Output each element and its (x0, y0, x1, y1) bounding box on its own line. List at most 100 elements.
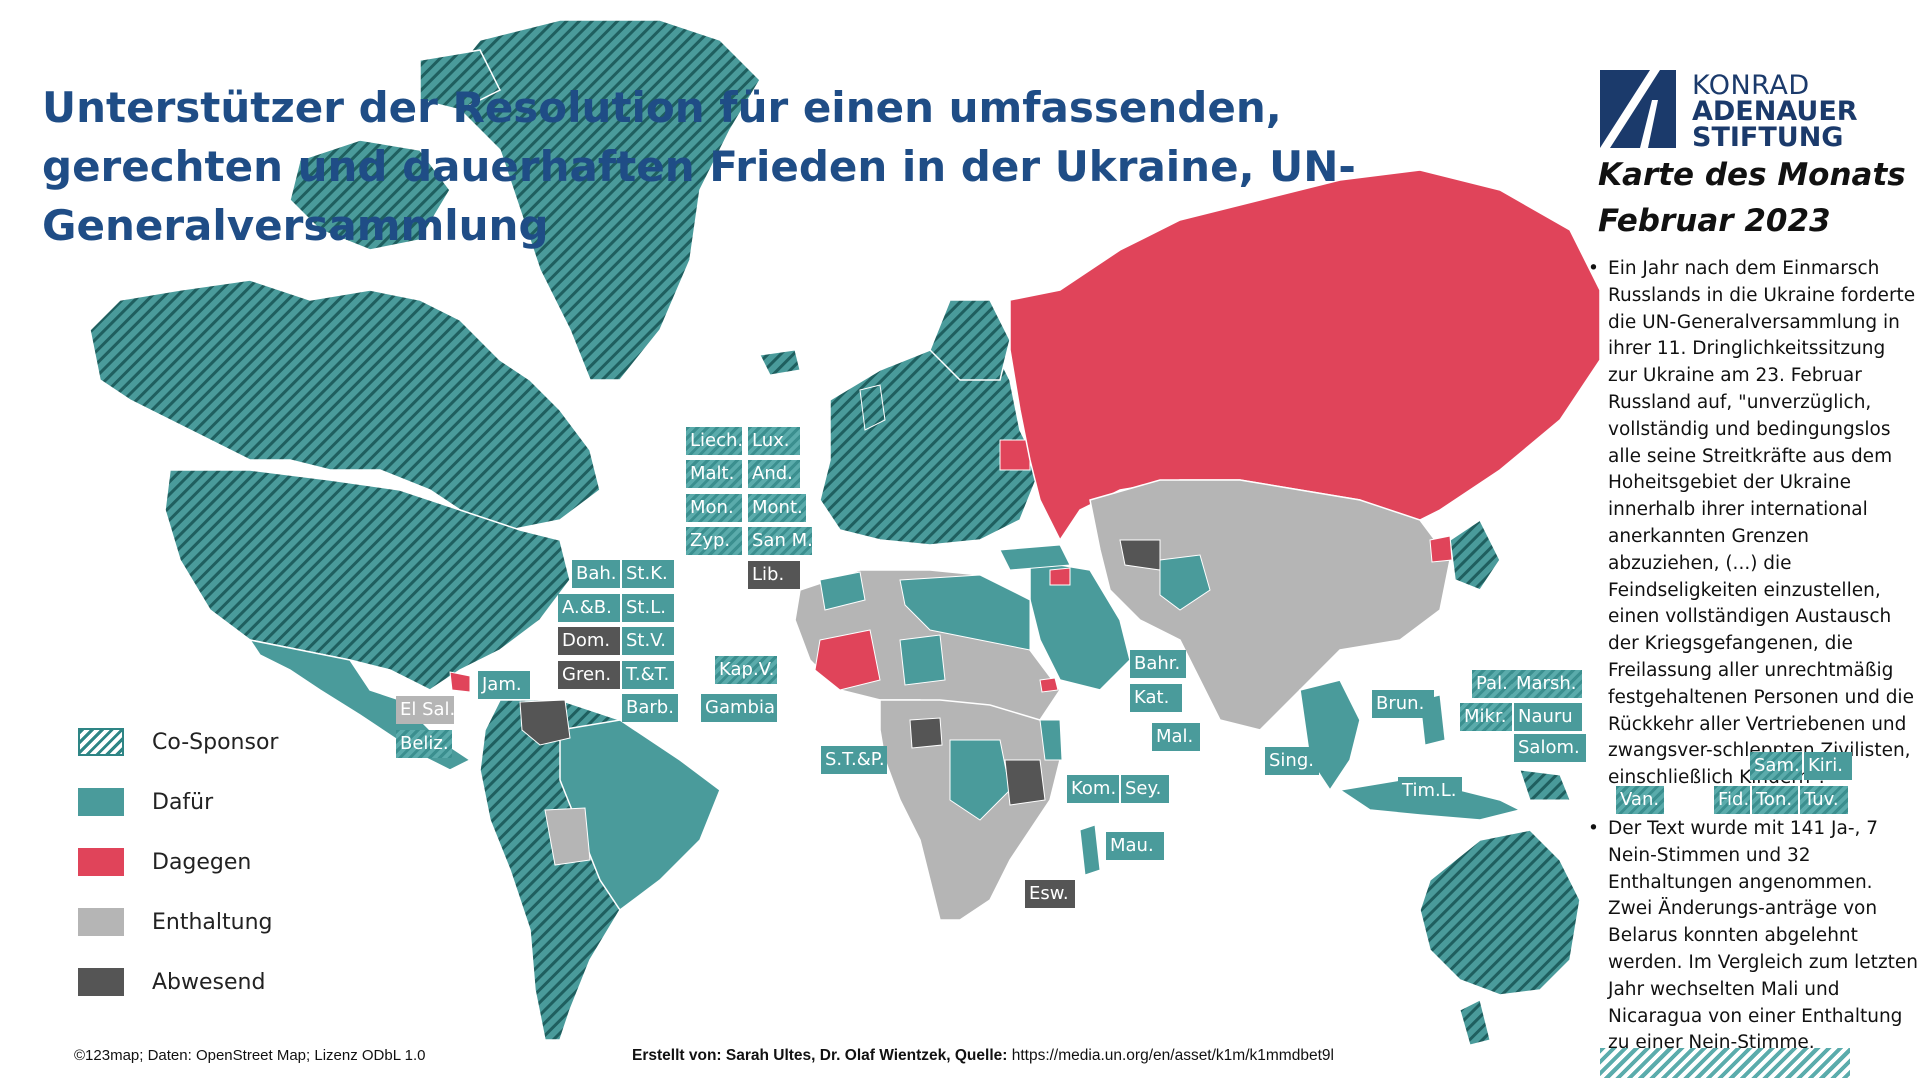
madagascar (1079, 824, 1101, 876)
footer: Erstellt von: Sarah Ultes, Dr. Olaf Wien… (632, 1047, 1334, 1065)
cameroon (909, 717, 943, 749)
state-label: Kap.V. (715, 656, 777, 684)
state-label: Salom. (1514, 734, 1586, 762)
state-label: Malt. (686, 460, 742, 488)
state-label: Liech. (686, 427, 743, 455)
state-label: Bahr. (1130, 650, 1186, 678)
legend-label: Enthaltung (152, 910, 273, 935)
niger-chad (899, 634, 946, 686)
page-title: Unterstützer der Resolution für einen um… (42, 83, 1356, 250)
map-credit: ©123map; Daten: OpenStreet Map; Lizenz O… (74, 1047, 426, 1064)
series-heading: Karte des Monats Februar 2023 (1598, 152, 1906, 244)
legend-swatch-abwesend (78, 968, 124, 996)
bolivia (544, 807, 591, 866)
asia-abstention (1089, 479, 1451, 731)
legend-label: Abwesend (152, 970, 266, 995)
state-label: Gren. (558, 661, 620, 689)
state-label: Brun. (1372, 690, 1434, 718)
legend-swatch-co-sponsor (78, 728, 124, 756)
state-label: Ton. (1752, 786, 1798, 814)
state-label: Pal. (1472, 670, 1512, 698)
state-label: Tim.L. (1398, 777, 1462, 805)
series-label: Karte des Monats (1598, 157, 1906, 193)
new-zealand (1459, 999, 1491, 1046)
venezuela (519, 699, 571, 746)
state-label: El Sal. (396, 696, 455, 724)
state-label: Nauru (1514, 703, 1582, 731)
state-label: St.V. (622, 627, 674, 655)
state-label: Kiri. (1804, 752, 1852, 780)
state-label: Van. (1616, 786, 1664, 814)
arctic-islands (289, 139, 451, 251)
state-label: T.&T. (622, 661, 674, 689)
legend-label: Dafür (152, 790, 214, 815)
arabia (1029, 559, 1131, 691)
state-label: Barb. (622, 694, 678, 722)
state-label: Mon. (686, 494, 742, 522)
state-label: S.T.&P. (821, 746, 887, 774)
state-label: Bah. (572, 560, 620, 588)
state-label: Gambia (701, 694, 777, 722)
morocco (819, 571, 866, 611)
legend-swatch-enthaltung (78, 908, 124, 936)
iceland (759, 349, 801, 376)
state-label: Kat. (1130, 684, 1182, 712)
afghanistan (1159, 554, 1211, 611)
state-label: Jam. (478, 671, 530, 699)
logo-line-1: KONRAD (1692, 70, 1810, 101)
mali (814, 629, 881, 691)
footer-prefix: Erstellt von: Sarah Ultes, Dr. Olaf Wien… (632, 1047, 1008, 1064)
turkmenistan (1119, 539, 1161, 571)
north-america-canada (89, 279, 601, 531)
australia (1419, 829, 1581, 996)
decorative-hatch (1600, 1048, 1850, 1078)
legend-label: Co-Sponsor (152, 730, 279, 755)
state-label: Lib. (748, 561, 800, 589)
logo-line-3: STIFTUNG (1692, 122, 1844, 153)
north-korea (1429, 535, 1453, 563)
legend-label: Dagegen (152, 850, 252, 875)
tanzania (1004, 759, 1046, 806)
kas-logo: KONRAD ADENAUER STIFTUNG (1600, 70, 1858, 153)
state-label: Mikr. (1460, 703, 1512, 731)
state-label: Mau. (1106, 832, 1164, 860)
state-label: Sam. (1750, 752, 1802, 780)
state-label: Mont. (748, 494, 806, 522)
info-panel: Ein Jahr nach dem Einmarsch Russlands in… (1588, 256, 1920, 1081)
state-label: Beliz. (396, 730, 452, 758)
legend-item-dafur: Dafür (78, 788, 378, 818)
russia (1009, 169, 1601, 542)
papua (1519, 769, 1571, 801)
state-label: Sey. (1121, 775, 1169, 803)
syria (1049, 567, 1071, 586)
date-label: Februar 2023 (1598, 203, 1831, 239)
legend-item-enthaltung: Enthaltung (78, 908, 378, 938)
state-label: Dom. (558, 627, 620, 655)
usa (164, 469, 571, 691)
state-label: Mal. (1152, 723, 1200, 751)
kenya (1039, 719, 1063, 761)
legend-item-abwesend: Abwesend (78, 968, 378, 998)
turkey (999, 544, 1071, 571)
state-label: Tuv. (1800, 786, 1848, 814)
state-label: And. (748, 460, 800, 488)
greenland (438, 19, 761, 381)
state-label: Esw. (1025, 880, 1075, 908)
legend-item-dagegen: Dagegen (78, 848, 378, 878)
kas-logo-mark (1600, 70, 1676, 148)
drc (949, 739, 1011, 821)
state-label: Zyp. (686, 527, 742, 555)
state-label: Kom. (1067, 775, 1119, 803)
korea-japan (1449, 518, 1501, 591)
state-label: St.K. (622, 560, 674, 588)
legend-swatch-dafur (78, 788, 124, 816)
uk (859, 384, 886, 431)
source-link[interactable]: https://media.un.org/en/asset/k1m/k1mmdb… (1011, 1047, 1334, 1064)
info-point-2: Der Text wurde mit 141 Ja-, 7 Nein-Stimm… (1588, 816, 1920, 1057)
state-label: A.&B. (558, 594, 620, 622)
eritrea (1039, 677, 1059, 693)
state-label: St.L. (622, 594, 674, 622)
logo-line-2: ADENAUER (1692, 96, 1858, 127)
state-label: Fid. (1714, 786, 1750, 814)
